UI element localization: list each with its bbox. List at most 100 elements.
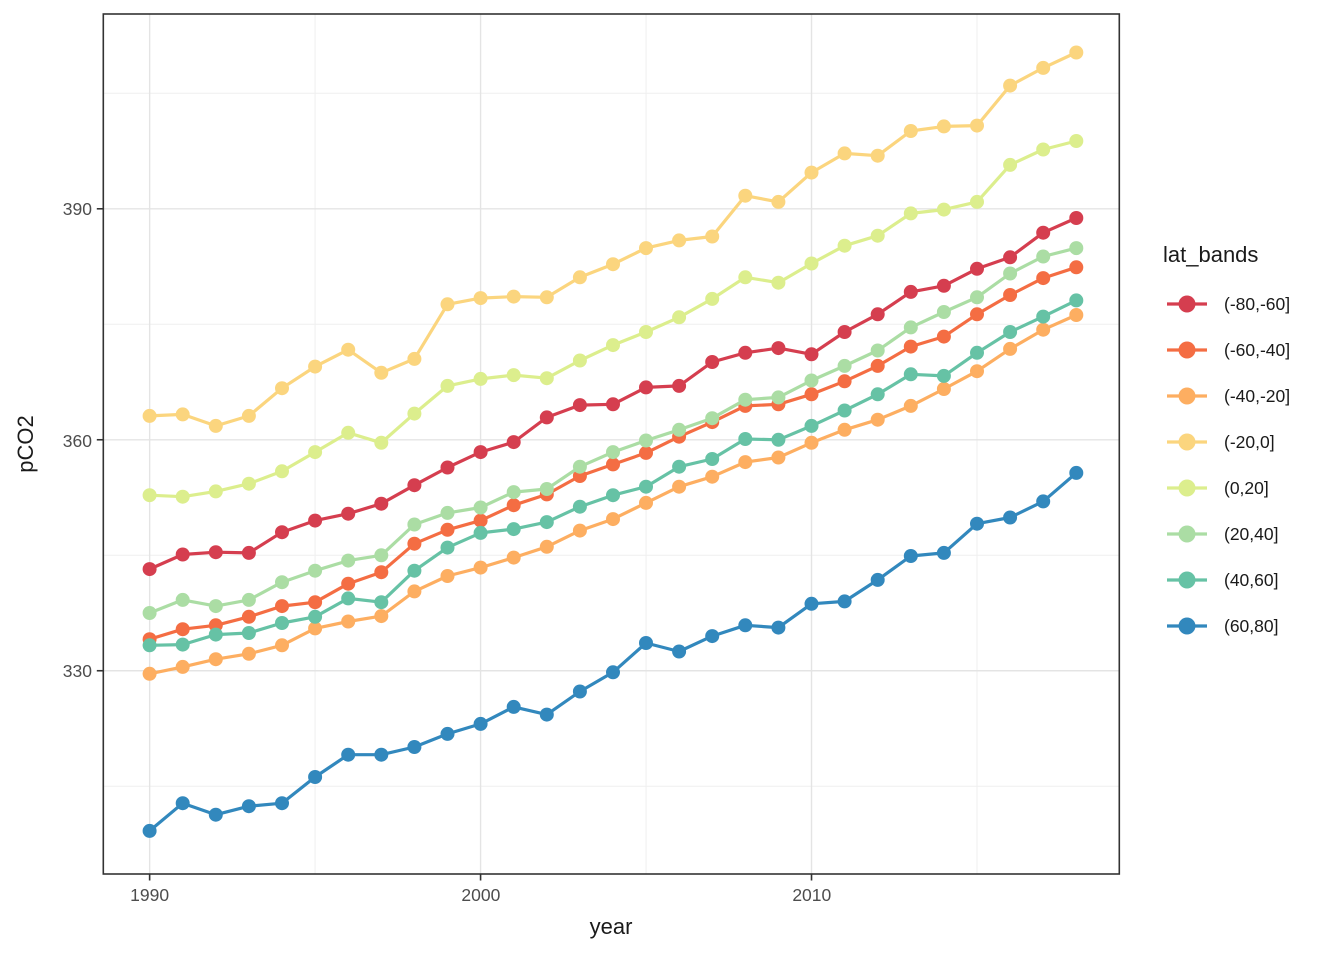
series-point [870, 343, 885, 358]
x-tick-label-1990: 1990 [130, 885, 169, 905]
series-point [771, 450, 786, 465]
series-point [208, 418, 223, 433]
series-point [275, 638, 289, 653]
series-point [903, 339, 918, 354]
series-point [341, 576, 356, 591]
series-point [341, 425, 356, 440]
series-point [639, 380, 653, 395]
legend-key-dot-2 [1178, 387, 1196, 405]
series-point [1069, 45, 1084, 60]
series-point [473, 513, 488, 528]
series-point [903, 206, 918, 221]
series-point [837, 146, 852, 161]
series-point [970, 364, 984, 379]
series-point [771, 620, 786, 635]
series-point [672, 378, 687, 393]
panel-border [102, 13, 1121, 875]
legend-label-5: (20,40] [1224, 524, 1278, 544]
series-point [837, 325, 852, 339]
series-point [341, 591, 356, 606]
series-point [738, 618, 753, 633]
series-point [241, 646, 256, 661]
series-point [738, 392, 753, 407]
legend-title: lat_bands [1163, 242, 1258, 267]
series-point [341, 614, 356, 629]
x-tick-label-2000: 2000 [461, 885, 500, 905]
series-point [208, 484, 223, 499]
series-point [870, 412, 885, 427]
series-point [936, 278, 951, 293]
series-point [705, 291, 720, 306]
series-point [241, 626, 256, 640]
series-point [970, 516, 984, 531]
series-point [142, 408, 157, 423]
series-point [672, 644, 687, 659]
series-point [870, 228, 885, 243]
series-(60,80] [142, 465, 1084, 838]
series-point [639, 479, 653, 494]
series-point [506, 435, 521, 450]
series-point [275, 525, 289, 540]
series-point [1036, 322, 1051, 337]
series-point [308, 445, 323, 460]
series-layer [142, 45, 1084, 838]
series-point [473, 371, 488, 386]
series-point [374, 609, 389, 624]
series-point [473, 525, 488, 540]
series-point [308, 595, 323, 610]
series-point [374, 435, 389, 450]
series-point [241, 592, 256, 607]
series-point [175, 592, 190, 607]
series-point [672, 459, 687, 474]
series-point [275, 616, 289, 630]
axis-tick-marks [96, 207, 813, 881]
series-point [738, 188, 753, 203]
series-point [473, 560, 488, 575]
series-point [639, 495, 653, 510]
series-point [837, 594, 852, 609]
series-point [142, 638, 157, 653]
series-point [407, 740, 422, 754]
series-(40,60] [142, 293, 1084, 653]
series-point [639, 433, 653, 448]
legend-keys [1167, 295, 1207, 635]
series-point [208, 627, 223, 642]
series-(-80,-60] [142, 211, 1084, 577]
series-point [241, 609, 256, 624]
legend-label-2: (-40,-20] [1224, 386, 1290, 406]
legend-label-1: (-60,-40] [1224, 340, 1290, 360]
series-point [506, 368, 521, 383]
legend-key-dot-5 [1178, 525, 1196, 543]
series-point [142, 606, 157, 620]
series-point [870, 307, 885, 322]
series-point [606, 665, 620, 680]
series-point [241, 545, 256, 560]
series-point [639, 241, 653, 256]
series-point [142, 666, 157, 681]
series-point [241, 799, 256, 814]
series-point [970, 118, 984, 133]
series-point [606, 338, 620, 353]
series-point [936, 382, 951, 396]
series-(-40,-20] [142, 308, 1084, 681]
series-point [175, 637, 190, 652]
series-point [374, 548, 389, 563]
legend-key-dot-6 [1178, 571, 1196, 589]
series-point [440, 378, 455, 393]
series-point [539, 371, 554, 386]
series-point [1003, 266, 1018, 281]
legend-key-dot-7 [1178, 617, 1196, 635]
series-point [572, 459, 587, 474]
series-point [705, 452, 720, 466]
series-point [539, 482, 554, 496]
series-point [970, 194, 984, 209]
series-point [606, 257, 620, 272]
series-point [672, 422, 687, 437]
series-point [837, 374, 852, 389]
series-point [407, 351, 422, 366]
series-point [440, 726, 455, 741]
series-point [175, 796, 190, 811]
series-point [970, 290, 984, 305]
